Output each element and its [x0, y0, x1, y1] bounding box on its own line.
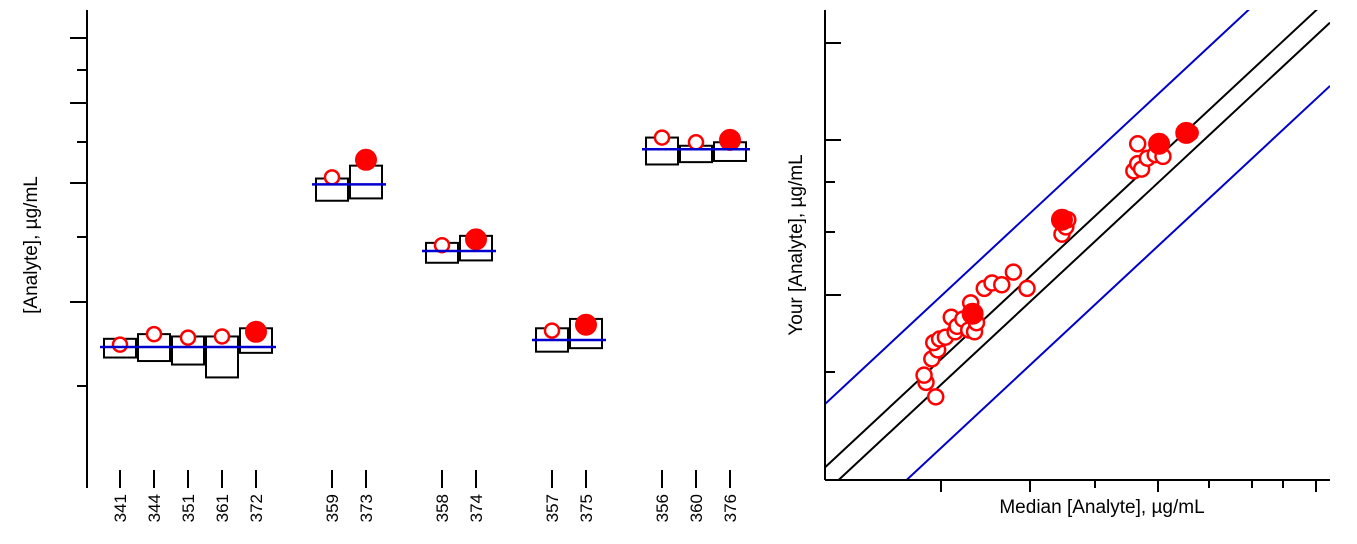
result-marker [653, 129, 671, 146]
scatter-chart-panel: Your [Analyte], µg/mL Median [Analyte], … [786, 10, 1330, 518]
right-y-axis-title: Your [Analyte], µg/mL [786, 154, 807, 335]
lab-result-point [1128, 135, 1147, 153]
agreement-line [837, 21, 1330, 480]
category-label: 375 [577, 494, 596, 522]
left-y-axis-title: [Analyte], µg/mL [21, 176, 42, 314]
category-label: 376 [721, 494, 740, 522]
limit-line [825, 10, 1250, 405]
category-label: 374 [467, 494, 486, 522]
own-result-point [1050, 208, 1073, 231]
scatter-points [915, 121, 1199, 406]
result-marker [111, 336, 129, 353]
own-result-marker [465, 228, 487, 251]
result-marker [687, 134, 705, 151]
lab-result-point [993, 276, 1011, 294]
own-result-marker [355, 148, 377, 171]
category-label: 372 [247, 494, 266, 522]
box-chart-panel: 341 344 351 361 372 359 373 358 374 357 375 356 360 3… [21, 10, 750, 522]
category-label: 360 [687, 494, 706, 522]
category-label: 373 [357, 494, 376, 522]
own-result-point [961, 302, 984, 325]
lab-result-point [926, 388, 945, 406]
own-result-marker [719, 128, 741, 151]
own-result-marker [575, 313, 597, 336]
limit-line [905, 85, 1330, 480]
category-label: 351 [179, 494, 198, 522]
left-category-labels: 341 344 351 361 372 359 373 358 374 357 375 356 360 3… [111, 470, 740, 522]
lab-result-point [915, 366, 933, 384]
category-label: 359 [323, 494, 342, 522]
right-axes [824, 10, 1330, 492]
category-label: 356 [653, 494, 672, 522]
own-result-point [1148, 132, 1171, 155]
category-label: 358 [433, 494, 452, 522]
lab-result-point [1004, 263, 1023, 281]
result-marker [323, 169, 341, 186]
agreement-line [825, 10, 1318, 469]
category-label: 357 [543, 494, 562, 522]
lab-result-point [1018, 279, 1036, 298]
category-label: 344 [145, 494, 164, 522]
left-axes [70, 10, 88, 488]
right-x-axis-title: Median [Analyte], µg/mL [999, 497, 1204, 518]
left-marks [100, 128, 750, 379]
result-marker [543, 322, 561, 339]
own-result-point [1175, 121, 1198, 144]
reference-lines [825, 10, 1330, 480]
result-marker [145, 325, 163, 343]
category-label: 341 [111, 494, 130, 522]
result-marker [213, 328, 231, 345]
result-marker [179, 329, 197, 346]
own-result-marker [245, 320, 267, 343]
category-label: 361 [213, 494, 232, 522]
